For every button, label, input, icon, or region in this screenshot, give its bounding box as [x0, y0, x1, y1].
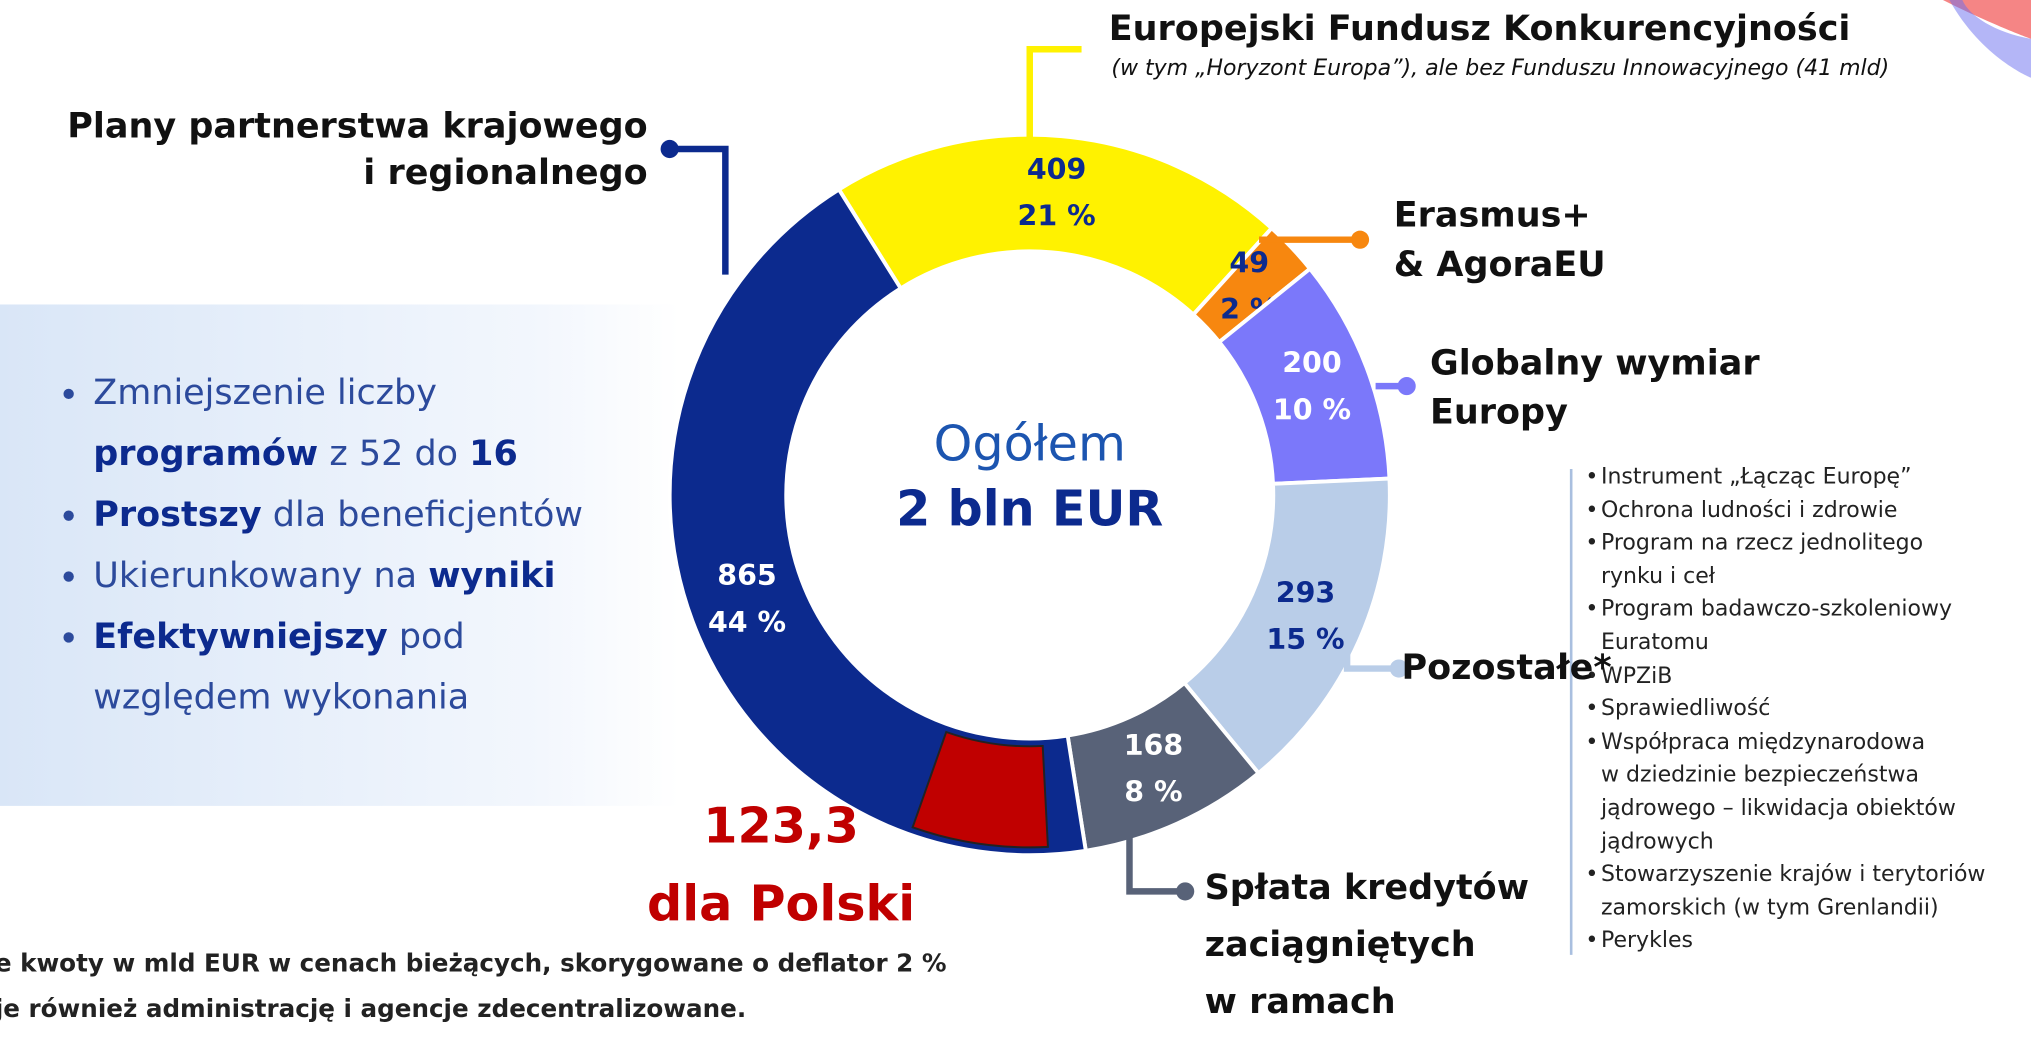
center-title: Ogółem	[934, 414, 1126, 472]
other-item: Program badawczo-szkoleniowy Euratomu	[1585, 594, 1985, 660]
category-label: Europejski Fundusz Konkurencyjności	[1108, 9, 1851, 50]
callout-dot	[1176, 882, 1195, 901]
share-label: 44 %	[708, 606, 786, 639]
highlight-text: dla Polski	[647, 874, 915, 932]
highlight-segment	[911, 730, 1049, 849]
bold-text: Prostszy	[93, 494, 262, 536]
other-item: Instrument „Łącząc Europę”	[1585, 461, 1985, 494]
callout-line	[1126, 818, 1186, 895]
other-item: Stowarzyszenie krajów i terytoriów zamor…	[1585, 859, 1985, 925]
footnote: e kwoty w mld EUR w cenach bieżących, sk…	[0, 949, 947, 979]
callout-dot	[1397, 377, 1416, 396]
donut-segment	[836, 132, 1275, 318]
other-item: Współpraca międzynarodowa w dziedzinie b…	[1585, 727, 1985, 860]
other-item: Perykles	[1585, 925, 1985, 958]
share-label: 10 %	[1273, 393, 1351, 426]
value-label: 49	[1229, 246, 1269, 279]
value-label: 293	[1276, 576, 1335, 609]
callout-line	[1343, 608, 1399, 672]
bullet-item: Prostszy dla beneficjentów	[93, 485, 583, 546]
text: pod względem wykonania	[93, 616, 470, 718]
callout-line	[1026, 45, 1082, 139]
value-label: 168	[1124, 729, 1183, 762]
bold-text: programów	[93, 434, 319, 475]
fund-note: (w tym „Horyzont Europa”), ale bez Fundu…	[1111, 55, 1890, 82]
share-label: 15 %	[1266, 623, 1344, 656]
other-list: Instrument „Łącząc Europę”Ochrona ludnoś…	[1583, 461, 1985, 958]
bullet-panel	[0, 304, 681, 806]
donut-segment	[667, 186, 1089, 858]
category-label: Pozostałe*	[1401, 647, 1612, 688]
value-label: 865	[717, 559, 776, 592]
highlight-value: 123,3	[703, 797, 859, 855]
callout-dot	[1389, 659, 1408, 678]
text: Zmniejszenie liczby	[93, 373, 437, 414]
bullet-item: Efektywniejszy pod względem wykonania	[93, 606, 583, 728]
bold-text: 16	[469, 434, 518, 475]
callout-line	[669, 145, 729, 275]
category-label: Globalny wymiar Europy	[1429, 343, 1760, 433]
footnote: je również administrację i agencje zdece…	[0, 995, 747, 1024]
bold-text: Efektywniejszy	[93, 616, 388, 657]
bullet-item: Zmniejszenie liczby programów z 52 do 16	[93, 363, 583, 485]
center-total: 2 bln EUR	[896, 479, 1163, 537]
text: Ukierunkowany na	[93, 555, 429, 596]
corner-decoration	[1949, 0, 2031, 78]
share-label: 21 %	[1018, 200, 1096, 233]
other-item: Sprawiedliwość	[1585, 693, 1985, 726]
text: z 52 do	[318, 434, 470, 475]
category-label: Erasmus+ & AgoraEU	[1393, 195, 1606, 286]
bullet-item: Ukierunkowany na wyniki	[93, 545, 583, 606]
bold-text: wyniki	[428, 555, 556, 596]
other-item: Program na rzecz jednolitego rynku i ceł	[1585, 528, 1985, 594]
other-item: Ochrona ludności i zdrowie	[1585, 494, 1985, 527]
share-label: 8 %	[1124, 776, 1182, 809]
callout-dot	[660, 139, 679, 159]
text: dla beneficjentów	[261, 494, 584, 536]
callout-dot	[1350, 230, 1370, 249]
value-label: 200	[1282, 347, 1341, 380]
other-item: WPZiB	[1585, 660, 1985, 693]
category-label: Plany partnerstwa krajowego i regionalne…	[67, 106, 648, 194]
bullet-list: Zmniejszenie liczby programów z 52 do 16…	[49, 363, 583, 728]
category-label: Spłata kredytów zaciągniętych w ramach N…	[1204, 868, 1569, 1043]
value-label: 409	[1027, 153, 1086, 186]
